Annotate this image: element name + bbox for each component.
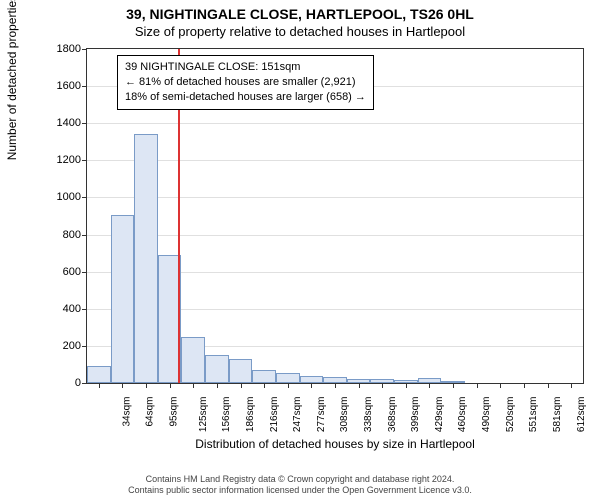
x-tick [311, 383, 312, 388]
x-tick-label: 125sqm [198, 397, 209, 433]
x-tick [571, 383, 572, 388]
x-tick [264, 383, 265, 388]
y-tick-label: 600 [45, 266, 81, 278]
y-tick [82, 346, 87, 347]
annotation-line: 18% of semi-detached houses are larger (… [125, 90, 366, 105]
annotation-line: ← 81% of detached houses are smaller (2,… [125, 75, 366, 90]
gridline [87, 235, 583, 236]
x-tick [453, 383, 454, 388]
x-tick-label: 490sqm [481, 397, 492, 433]
x-tick-label: 216sqm [269, 397, 280, 433]
gridline [87, 123, 583, 124]
y-tick-label: 0 [45, 377, 81, 389]
page-title: 39, NIGHTINGALE CLOSE, HARTLEPOOL, TS26 … [0, 0, 600, 22]
x-tick-label: 429sqm [434, 397, 445, 433]
x-tick-label: 64sqm [145, 397, 156, 427]
x-tick-label: 399sqm [410, 397, 421, 433]
y-tick [82, 49, 87, 50]
x-tick-label: 156sqm [221, 397, 232, 433]
x-axis-label: Distribution of detached houses by size … [87, 437, 583, 451]
x-tick [288, 383, 289, 388]
y-tick [82, 197, 87, 198]
y-tick-label: 1600 [45, 80, 81, 92]
x-tick [217, 383, 218, 388]
histogram-chart: Number of detached properties Distributi… [46, 48, 584, 424]
x-tick-label: 520sqm [505, 397, 516, 433]
footer-attribution: Contains HM Land Registry data © Crown c… [0, 474, 600, 497]
x-tick [500, 383, 501, 388]
x-tick-label: 581sqm [552, 397, 563, 433]
gridline [87, 160, 583, 161]
histogram-bar [134, 134, 158, 383]
x-tick [382, 383, 383, 388]
x-tick [170, 383, 171, 388]
y-tick-label: 1800 [45, 43, 81, 55]
histogram-bar [276, 373, 300, 383]
gridline [87, 197, 583, 198]
x-tick-label: 551sqm [528, 397, 539, 433]
x-tick-label: 247sqm [292, 397, 303, 433]
plot-area: Distribution of detached houses by size … [86, 48, 584, 384]
x-tick-label: 612sqm [576, 397, 587, 433]
page-subtitle: Size of property relative to detached ho… [0, 22, 600, 39]
x-tick [122, 383, 123, 388]
x-tick [477, 383, 478, 388]
x-tick-label: 308sqm [339, 397, 350, 433]
histogram-bar [300, 376, 324, 383]
x-tick-label: 186sqm [245, 397, 256, 433]
annotation-line: 39 NIGHTINGALE CLOSE: 151sqm [125, 60, 366, 75]
y-tick-label: 800 [45, 229, 81, 241]
x-tick [524, 383, 525, 388]
x-tick [335, 383, 336, 388]
x-tick-label: 34sqm [121, 397, 132, 427]
y-tick-label: 1200 [45, 154, 81, 166]
y-tick [82, 272, 87, 273]
x-tick [146, 383, 147, 388]
histogram-bar [181, 337, 205, 383]
y-tick [82, 86, 87, 87]
y-tick-label: 1000 [45, 191, 81, 203]
y-tick [82, 383, 87, 384]
x-tick-label: 368sqm [387, 397, 398, 433]
footer-line: Contains public sector information licen… [0, 485, 600, 496]
y-tick [82, 309, 87, 310]
y-tick [82, 160, 87, 161]
annotation-box: 39 NIGHTINGALE CLOSE: 151sqm ← 81% of de… [117, 55, 374, 110]
y-tick [82, 235, 87, 236]
x-tick-label: 460sqm [458, 397, 469, 433]
y-tick-label: 1400 [45, 117, 81, 129]
y-tick [82, 123, 87, 124]
x-tick [548, 383, 549, 388]
x-tick [429, 383, 430, 388]
y-tick-label: 400 [45, 303, 81, 315]
x-tick-label: 338sqm [363, 397, 374, 433]
x-tick [241, 383, 242, 388]
footer-line: Contains HM Land Registry data © Crown c… [0, 474, 600, 485]
histogram-bar [252, 370, 276, 383]
x-tick-label: 277sqm [316, 397, 327, 433]
y-axis-label: Number of detached properties [5, 0, 19, 160]
x-tick [193, 383, 194, 388]
x-tick-label: 95sqm [169, 397, 180, 427]
x-tick [406, 383, 407, 388]
x-tick [99, 383, 100, 388]
histogram-bar [205, 355, 229, 383]
histogram-bar [229, 359, 253, 383]
y-tick-label: 200 [45, 340, 81, 352]
histogram-bar [111, 215, 135, 383]
x-tick [359, 383, 360, 388]
histogram-bar [87, 366, 111, 383]
